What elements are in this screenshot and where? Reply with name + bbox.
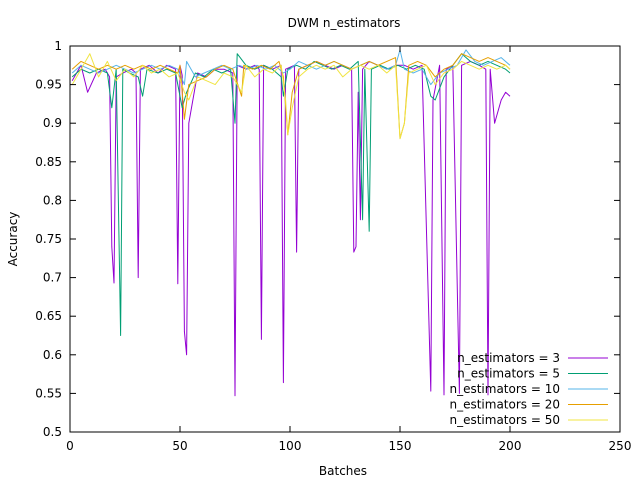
series-layer	[71, 49, 511, 397]
legend-label: n_estimators = 10	[449, 382, 560, 396]
y-tick-label: 0.75	[35, 232, 62, 246]
legend-label: n_estimators = 20	[449, 398, 560, 412]
series-line-5	[71, 53, 511, 140]
y-tick-label: 1	[54, 39, 62, 53]
legend: n_estimators = 3n_estimators = 5n_estima…	[449, 351, 608, 427]
x-tick-label: 200	[499, 439, 522, 453]
y-axis: 0.5 0.55 0.6 0.65 0.7 0.75 0.8 0.85 0.9 0.95 1	[35, 39, 620, 439]
y-tick-label: 0.65	[35, 309, 62, 323]
series-line-1	[71, 60, 511, 397]
y-tick-label: 0.6	[43, 348, 62, 362]
x-tick-label: 100	[279, 439, 302, 453]
x-axis: 0 50 100 150 200 250	[66, 46, 631, 453]
legend-label: n_estimators = 50	[449, 413, 560, 427]
series-line-2	[71, 53, 511, 336]
y-tick-label: 0.95	[35, 78, 62, 92]
y-tick-label: 0.85	[35, 155, 62, 169]
x-tick-label: 50	[172, 439, 187, 453]
y-tick-label: 0.9	[43, 116, 62, 130]
y-tick-label: 0.7	[43, 271, 62, 285]
legend-label: n_estimators = 3	[457, 351, 560, 365]
x-tick-label: 0	[66, 439, 74, 453]
x-tick-label: 150	[389, 439, 412, 453]
chart-title: DWM n_estimators	[288, 16, 401, 30]
x-axis-label: Batches	[319, 464, 367, 478]
y-tick-label: 0.8	[43, 193, 62, 207]
y-tick-label: 0.55	[35, 386, 62, 400]
y-tick-label: 0.5	[43, 425, 62, 439]
x-tick-label: 250	[609, 439, 632, 453]
y-axis-label: Accuracy	[6, 212, 20, 267]
legend-label: n_estimators = 5	[457, 367, 560, 381]
